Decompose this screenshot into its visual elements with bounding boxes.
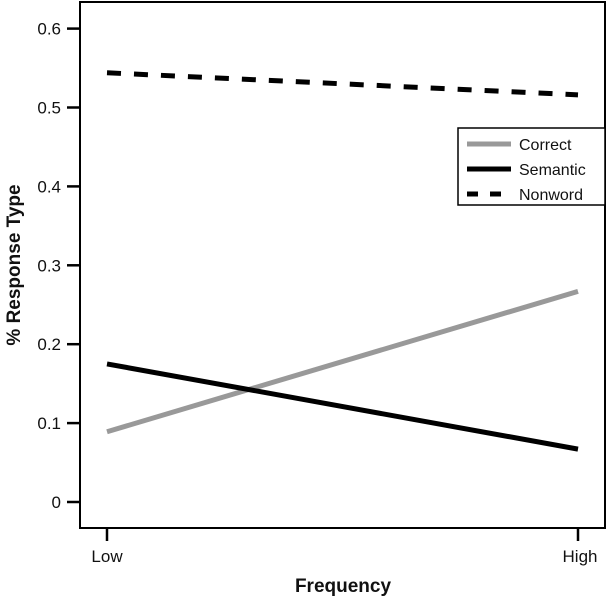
legend-label-nonword: Nonword [519,187,583,204]
y-axis-title: % Response Type [4,184,25,345]
legend-label-correct: Correct [519,137,572,154]
legend: Correct Semantic Nonword [457,127,606,206]
y-tick-label: 0.4 [37,177,61,196]
legend-label-semantic: Semantic [519,162,586,179]
y-tick-label: 0.5 [37,99,61,118]
x-tick-label: Low [91,547,123,566]
y-tick-label: 0.6 [37,20,61,39]
series-line-semantic [106,361,579,452]
series-lines [106,70,579,452]
y-tick-label: 0.2 [37,335,61,354]
x-axis-title: Frequency [295,576,392,597]
series-line-nonword [106,70,579,98]
series-line-correct [106,288,579,435]
y-axis: 0 0.1 0.2 0.3 0.4 0.5 0.6 [37,20,80,512]
plot-frame [79,1,606,529]
y-tick-label: 0.1 [37,414,61,433]
y-tick-label: 0 [52,493,61,512]
x-axis: Low High [91,528,597,566]
y-tick-label: 0.3 [37,256,61,275]
x-tick-label: High [563,547,598,566]
